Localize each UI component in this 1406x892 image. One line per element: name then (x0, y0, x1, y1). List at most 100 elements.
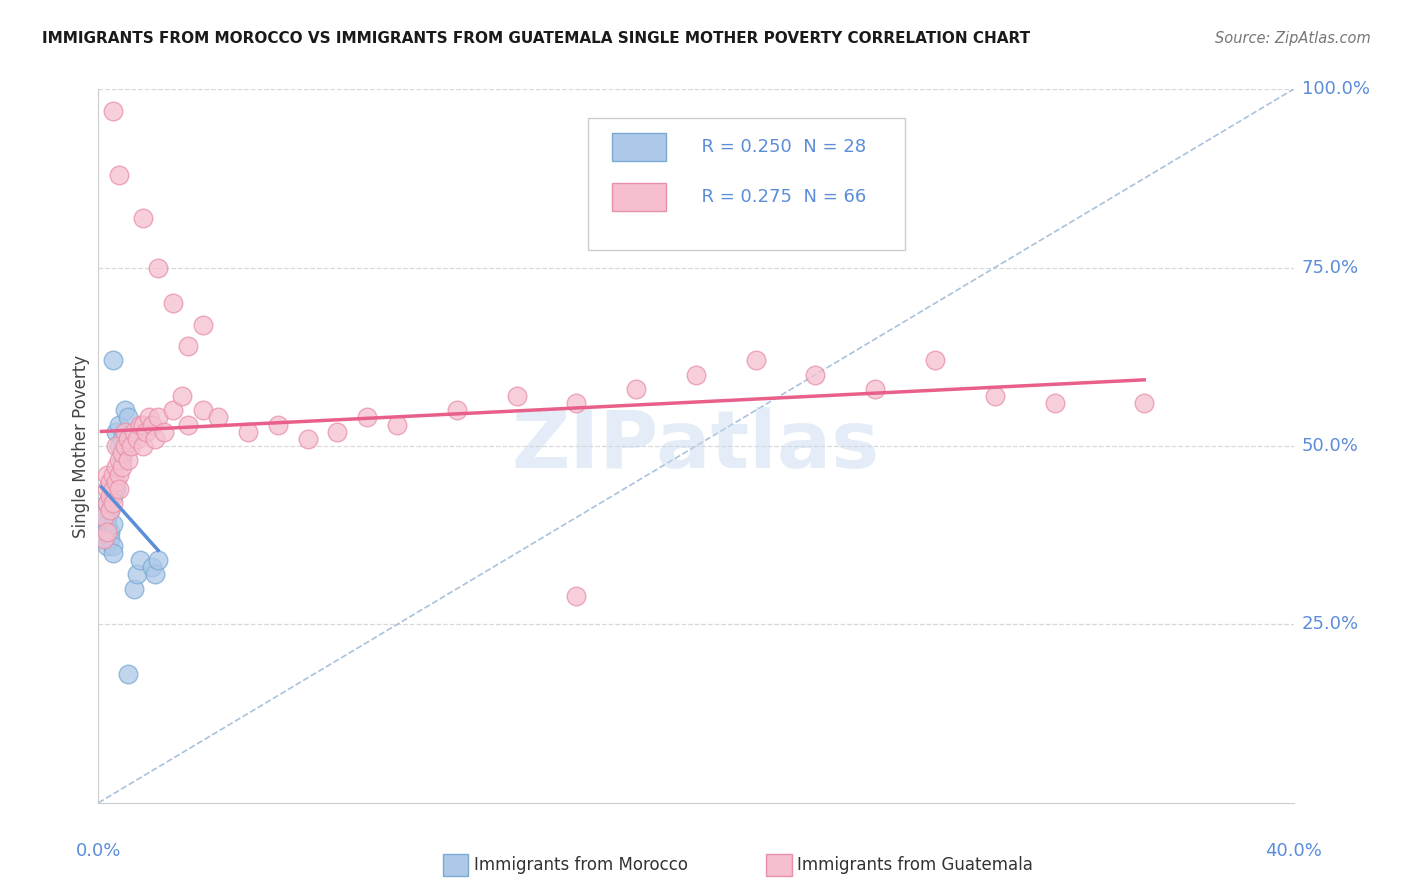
FancyBboxPatch shape (612, 134, 666, 161)
Point (108, 467, 131, 482)
Point (103, 482, 125, 496)
Point (111, 432, 134, 446)
Point (172, 389, 194, 403)
Point (506, 389, 529, 403)
Point (153, 425, 176, 439)
Point (1043, 396, 1066, 410)
Point (96, 496, 118, 510)
Point (267, 417, 290, 432)
Text: 25.0%: 25.0% (1302, 615, 1360, 633)
Point (129, 553, 152, 567)
Point (103, 496, 125, 510)
Point (236, 425, 259, 439)
Point (114, 403, 136, 417)
Point (105, 439, 128, 453)
Text: 100.0%: 100.0% (1302, 80, 1369, 98)
Point (98, 503, 122, 517)
Point (1133, 396, 1156, 410)
Point (117, 410, 139, 425)
Point (385, 417, 409, 432)
Point (207, 410, 229, 425)
Text: 50.0%: 50.0% (1302, 437, 1358, 455)
Point (127, 432, 149, 446)
Point (108, 417, 131, 432)
Text: Immigrants from Morocco: Immigrants from Morocco (474, 856, 688, 874)
Point (685, 368, 707, 382)
Point (127, 567, 149, 582)
Point (96, 482, 118, 496)
Point (129, 417, 152, 432)
Text: 0.0%: 0.0% (76, 842, 121, 860)
Text: ZIPatlas: ZIPatlas (512, 407, 880, 485)
Point (132, 211, 155, 225)
FancyBboxPatch shape (612, 184, 666, 211)
Point (98, 475, 122, 489)
Point (446, 403, 468, 417)
Point (117, 432, 139, 446)
Point (117, 453, 139, 467)
Point (191, 318, 214, 332)
Point (132, 439, 155, 453)
Point (177, 417, 200, 432)
Point (565, 396, 588, 410)
Point (93, 510, 115, 524)
Point (148, 553, 170, 567)
Point (93, 532, 115, 546)
Point (111, 453, 134, 467)
Point (105, 425, 128, 439)
Text: 75.0%: 75.0% (1302, 259, 1360, 277)
Point (297, 432, 319, 446)
Point (804, 368, 827, 382)
Point (120, 432, 142, 446)
Point (103, 539, 125, 553)
Point (135, 425, 157, 439)
Point (326, 425, 349, 439)
Point (98, 532, 122, 546)
Point (96, 539, 118, 553)
Point (177, 339, 200, 353)
Point (98, 524, 122, 539)
Point (103, 353, 125, 368)
Point (111, 446, 134, 460)
Point (98, 503, 122, 517)
Point (132, 417, 155, 432)
Point (96, 496, 118, 510)
Text: IMMIGRANTS FROM MOROCCO VS IMMIGRANTS FROM GUATEMALA SINGLE MOTHER POVERTY CORRE: IMMIGRANTS FROM MOROCCO VS IMMIGRANTS FR… (42, 31, 1031, 46)
Point (108, 482, 131, 496)
Point (924, 353, 946, 368)
Point (108, 168, 131, 182)
Point (103, 467, 125, 482)
Point (124, 425, 146, 439)
Point (105, 460, 128, 475)
Point (93, 524, 115, 539)
Point (96, 467, 118, 482)
Point (114, 425, 136, 439)
Point (103, 103, 125, 118)
Point (356, 410, 378, 425)
Point (983, 389, 1005, 403)
Point (745, 353, 768, 368)
Point (138, 410, 160, 425)
Text: R = 0.250  N = 28: R = 0.250 N = 28 (690, 138, 866, 156)
Point (117, 667, 139, 681)
Text: Source: ZipAtlas.com: Source: ZipAtlas.com (1215, 31, 1371, 46)
Point (141, 417, 163, 432)
Point (120, 439, 142, 453)
Point (105, 475, 128, 489)
Point (191, 403, 214, 417)
Point (565, 589, 588, 603)
Point (103, 517, 125, 532)
Point (93, 532, 115, 546)
Point (148, 260, 170, 275)
Point (108, 453, 131, 467)
Point (96, 517, 118, 532)
Point (143, 567, 166, 582)
Text: Immigrants from Guatemala: Immigrants from Guatemala (797, 856, 1033, 874)
Point (162, 403, 184, 417)
Point (143, 432, 166, 446)
FancyBboxPatch shape (588, 118, 905, 250)
Point (105, 482, 128, 496)
Point (141, 560, 163, 574)
Text: 40.0%: 40.0% (1265, 842, 1322, 860)
Point (865, 382, 887, 396)
